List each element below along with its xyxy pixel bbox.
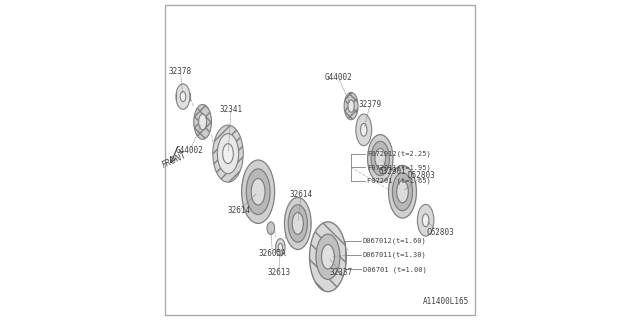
Text: 32614: 32614 (228, 206, 251, 215)
Ellipse shape (252, 178, 265, 205)
Ellipse shape (371, 141, 389, 176)
Ellipse shape (397, 181, 408, 203)
Ellipse shape (356, 114, 372, 146)
Text: 32614: 32614 (289, 190, 312, 199)
Ellipse shape (198, 114, 207, 130)
Ellipse shape (276, 239, 285, 256)
Ellipse shape (212, 125, 243, 182)
Text: 32341: 32341 (220, 105, 243, 114)
Text: F072012(t=2.25): F072012(t=2.25) (367, 151, 431, 157)
Ellipse shape (278, 244, 282, 251)
Text: G32901: G32901 (379, 167, 407, 176)
Ellipse shape (316, 234, 340, 279)
Text: C62803: C62803 (426, 228, 454, 237)
Text: D06701 (t=1.00): D06701 (t=1.00) (363, 266, 427, 273)
Ellipse shape (246, 169, 270, 215)
Text: A11400L165: A11400L165 (423, 297, 469, 306)
Text: G44002: G44002 (176, 146, 204, 155)
Text: F07201 (t=1.65): F07201 (t=1.65) (367, 177, 431, 184)
Ellipse shape (288, 205, 307, 242)
Ellipse shape (176, 84, 190, 109)
Ellipse shape (284, 197, 311, 250)
Text: 32378: 32378 (169, 67, 192, 76)
Ellipse shape (180, 92, 186, 102)
Ellipse shape (267, 222, 275, 235)
Ellipse shape (417, 204, 434, 236)
Ellipse shape (360, 124, 367, 136)
Text: D067012(t=1.60): D067012(t=1.60) (363, 238, 427, 244)
Ellipse shape (367, 135, 393, 182)
Ellipse shape (218, 134, 239, 174)
Text: 32337: 32337 (329, 268, 352, 277)
Ellipse shape (388, 165, 417, 218)
Ellipse shape (321, 244, 334, 269)
Text: G44002: G44002 (324, 73, 352, 82)
Text: D52803: D52803 (408, 172, 435, 180)
Text: 32605A: 32605A (259, 249, 286, 258)
Ellipse shape (242, 160, 275, 223)
Ellipse shape (344, 92, 358, 120)
Ellipse shape (392, 173, 413, 211)
Ellipse shape (310, 222, 346, 292)
Ellipse shape (375, 148, 386, 168)
Text: F072011(t=1.95): F072011(t=1.95) (367, 164, 431, 171)
Ellipse shape (194, 105, 211, 140)
Ellipse shape (292, 212, 303, 234)
Ellipse shape (422, 214, 429, 227)
Ellipse shape (348, 100, 354, 112)
Text: 32379: 32379 (358, 100, 381, 109)
Text: FRONT: FRONT (161, 150, 188, 170)
Text: D067011(t=1.30): D067011(t=1.30) (363, 252, 427, 259)
Text: 32613: 32613 (267, 268, 291, 277)
Ellipse shape (223, 144, 234, 164)
